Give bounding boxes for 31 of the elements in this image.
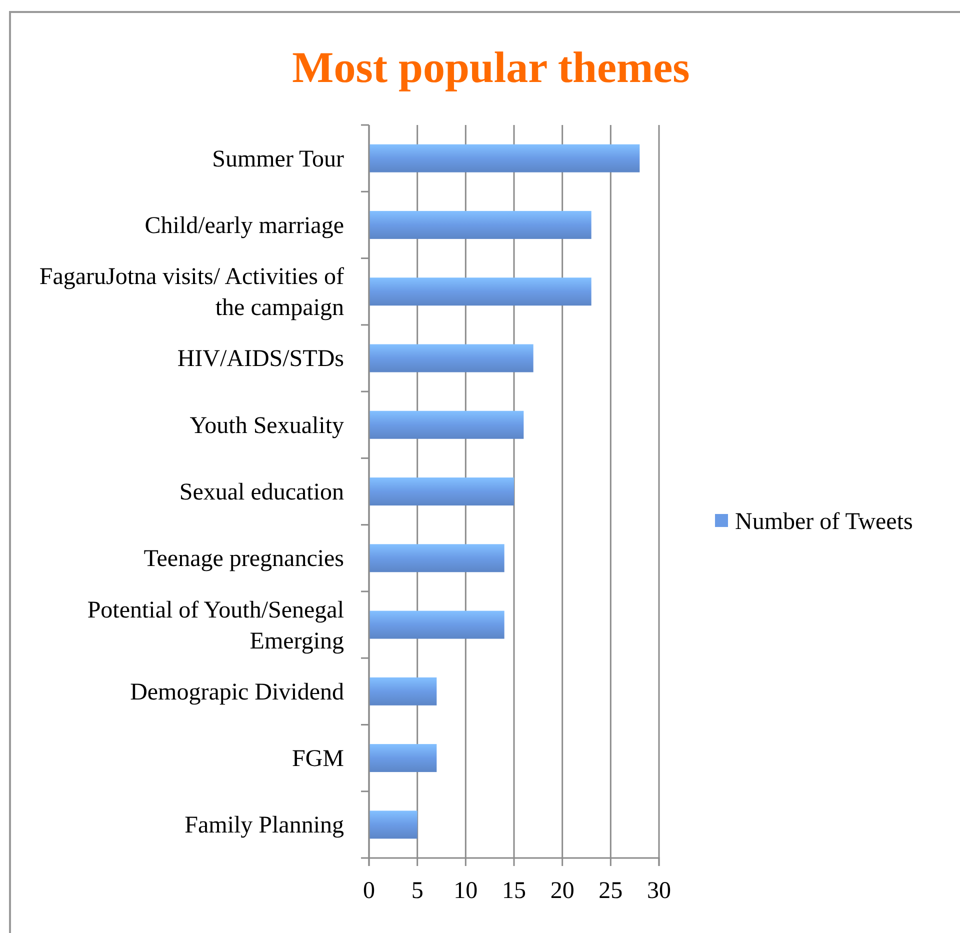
x-tick-label: 0	[363, 878, 375, 904]
y-tick-label: Child/early marriage	[144, 212, 344, 239]
bar	[369, 810, 418, 839]
y-tick-label: HIV/AIDS/STDs	[177, 346, 344, 372]
y-tick-label: FGM	[292, 746, 344, 772]
bar	[369, 278, 592, 306]
y-tick-label: Potential of Youth/Senegal Emerging	[87, 597, 344, 654]
y-tick-label: Summer Tour	[212, 146, 344, 172]
bar	[369, 478, 514, 506]
bar	[369, 410, 524, 439]
y-tick-label: Demograpic Dividend	[130, 679, 344, 706]
x-tick-label: 10	[454, 878, 478, 904]
bar	[369, 344, 534, 372]
chart-title: Most popular themes	[292, 43, 690, 92]
bar	[369, 210, 592, 239]
y-tick-label: Family Planning	[184, 812, 344, 839]
y-tick-label: Teenage pregnancies	[144, 546, 344, 572]
bar	[369, 144, 640, 172]
bar	[369, 677, 437, 706]
y-tick-label: Sexual education	[179, 480, 344, 506]
x-tick-label: 5	[411, 878, 424, 904]
bar	[369, 744, 437, 772]
bar	[369, 610, 504, 639]
x-tick-label: 25	[598, 878, 623, 904]
x-tick-label: 30	[647, 878, 671, 904]
y-tick-label: Youth Sexuality	[190, 412, 344, 439]
x-tick-label: 20	[550, 878, 574, 904]
bar	[369, 544, 504, 572]
y-tick-label: FagaruJotna visits/ Activities of the campaign	[39, 264, 344, 322]
legend-label: Number of Tweets	[735, 509, 913, 535]
x-tick-label: 15	[502, 878, 526, 904]
